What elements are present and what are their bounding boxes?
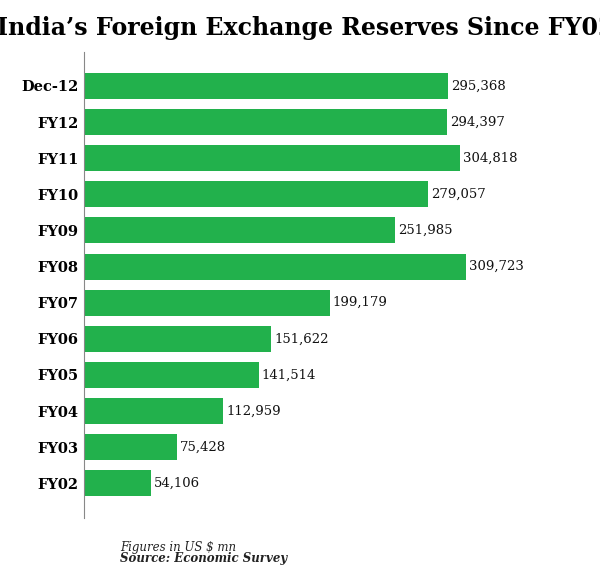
Text: 304,818: 304,818 <box>463 152 518 164</box>
Text: 112,959: 112,959 <box>226 405 281 417</box>
Bar <box>84 109 447 135</box>
Text: 295,368: 295,368 <box>451 79 506 93</box>
Bar <box>84 398 223 424</box>
Title: India’s Foreign Exchange Reserves Since FY02: India’s Foreign Exchange Reserves Since … <box>0 16 600 40</box>
Text: 141,514: 141,514 <box>262 369 316 381</box>
Text: 54,106: 54,106 <box>154 477 200 490</box>
Bar <box>84 326 271 352</box>
Bar <box>84 145 460 171</box>
Text: 279,057: 279,057 <box>431 188 486 201</box>
Bar <box>84 73 448 99</box>
Text: 294,397: 294,397 <box>450 116 505 129</box>
Bar <box>84 470 151 496</box>
Text: 199,179: 199,179 <box>333 296 388 309</box>
Bar <box>84 362 259 388</box>
Bar <box>84 290 329 316</box>
Bar <box>84 254 466 279</box>
Bar <box>84 434 177 460</box>
Bar <box>84 217 395 243</box>
Text: 75,428: 75,428 <box>180 440 226 454</box>
Text: 151,622: 151,622 <box>274 332 329 346</box>
Text: Figures in US $ mn: Figures in US $ mn <box>120 541 236 554</box>
Text: 309,723: 309,723 <box>469 260 524 273</box>
Text: Source: Economic Survey: Source: Economic Survey <box>120 553 287 565</box>
Bar <box>84 181 428 208</box>
Text: 251,985: 251,985 <box>398 224 452 237</box>
